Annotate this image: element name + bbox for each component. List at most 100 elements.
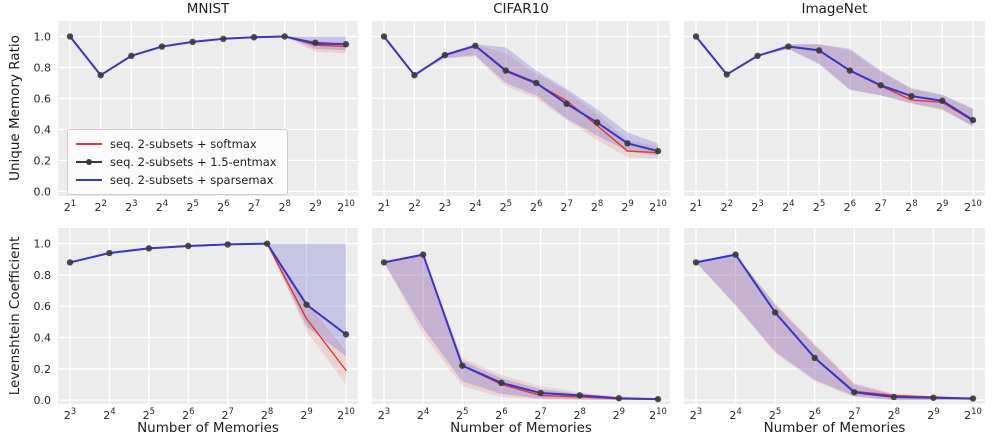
data-point-marker bbox=[459, 362, 466, 369]
data-point-marker bbox=[185, 242, 192, 250]
legend-label: seq. 2-subsets + softmax bbox=[110, 137, 257, 151]
data-point-marker bbox=[250, 34, 258, 41]
data-point-marker bbox=[771, 309, 779, 316]
data-point-marker bbox=[732, 251, 739, 258]
x-tick-label: 22 bbox=[408, 199, 420, 214]
legend-label: seq. 2-subsets + 1.5-entmax bbox=[110, 155, 277, 169]
x-tick-label: 29 bbox=[309, 199, 321, 214]
data-point-marker bbox=[66, 259, 74, 266]
chart-canvas: 21 22 23 24 25 26 27 28 29 210 bbox=[684, 21, 985, 214]
x-tick-label: 29 bbox=[621, 199, 633, 214]
x-tick-label: 23 bbox=[439, 199, 451, 214]
data-point-marker bbox=[303, 301, 310, 308]
x-tick-label: 22 bbox=[721, 199, 733, 214]
subplot-cifar10-unique-memory-ratio: 21 22 23 24 25 26 27 28 29 210 bbox=[372, 21, 670, 214]
uncertainty-band-softmax bbox=[696, 254, 973, 401]
y-tick-label: 0.6 bbox=[34, 300, 52, 313]
x-axis-label-mnist: Number of Memories bbox=[137, 420, 279, 436]
x-tick-label: 21 bbox=[64, 199, 76, 214]
sparsemax-line-swatch-icon bbox=[76, 179, 102, 181]
plot-title-imagenet: ImageNet bbox=[801, 1, 868, 17]
x-axis-label-imagenet: Number of Memories bbox=[763, 420, 906, 436]
data-point-marker bbox=[106, 249, 113, 257]
x-tick-label: 25 bbox=[813, 199, 825, 214]
marker-dot-icon bbox=[86, 159, 92, 165]
data-point-marker bbox=[281, 33, 288, 40]
y-tick-label: 1.0 bbox=[34, 30, 52, 43]
y-tick-label: 0.8 bbox=[34, 61, 52, 74]
y-tick-label: 0.0 bbox=[34, 185, 52, 198]
uncertainty-band-sparsemax bbox=[384, 36, 658, 156]
data-point-marker bbox=[472, 42, 479, 49]
series-line bbox=[69, 35, 347, 77]
data-point-marker bbox=[654, 395, 662, 403]
data-point-marker bbox=[785, 43, 792, 50]
data-point-marker bbox=[754, 52, 761, 60]
data-point-marker bbox=[380, 259, 388, 266]
data-point-marker bbox=[969, 395, 977, 402]
chart-canvas: 23 24 25 26 27 28 29 210 bbox=[372, 228, 670, 422]
data-point-marker bbox=[158, 43, 166, 50]
plot-title-cifar10: CIFAR10 bbox=[493, 1, 549, 17]
uncertainty-band-softmax bbox=[384, 254, 658, 401]
data-point-marker bbox=[846, 67, 854, 74]
subplot-mnist-levenshtein-coefficient: 23 24 25 26 27 28 29 210 0.0 0.2 0.4 0.6 0.8 1.0 bbox=[34, 228, 358, 422]
data-point-marker bbox=[263, 240, 271, 247]
data-point-marker bbox=[930, 394, 937, 401]
data-point-marker bbox=[342, 41, 350, 48]
data-point-marker bbox=[692, 259, 700, 266]
data-point-marker bbox=[563, 100, 570, 108]
y-tick-label: 0.8 bbox=[34, 269, 52, 282]
x-tick-label: 23 bbox=[125, 199, 137, 214]
series-line bbox=[695, 35, 974, 122]
x-tick-label: 24 bbox=[469, 199, 481, 214]
legend-entry-entmax: seq. 2-subsets + 1.5-entmax bbox=[76, 153, 277, 171]
y-tick-label: 0.2 bbox=[34, 363, 52, 376]
uncertainty-band-sparsemax bbox=[696, 36, 973, 127]
y-tick-label: 0.4 bbox=[34, 332, 52, 345]
data-point-marker bbox=[811, 354, 818, 362]
x-tick-label: 28 bbox=[591, 199, 603, 214]
data-point-marker bbox=[145, 245, 153, 252]
plot-background bbox=[372, 21, 670, 196]
x-tick-label: 26 bbox=[530, 199, 542, 214]
data-point-marker bbox=[939, 97, 946, 104]
series-line bbox=[695, 253, 974, 400]
data-point-marker bbox=[380, 33, 388, 40]
y-tick-label: 0.2 bbox=[34, 154, 52, 167]
plot-title-mnist: MNIST bbox=[186, 1, 230, 17]
x-tick-label: 26 bbox=[844, 199, 856, 214]
series-line bbox=[69, 242, 347, 336]
data-point-marker bbox=[654, 147, 662, 155]
plot-background bbox=[684, 21, 985, 196]
x-tick-label: 21 bbox=[378, 199, 390, 214]
x-tick-label: 25 bbox=[186, 199, 198, 214]
subplot-cifar10-levenshtein-coefficient: 23 24 25 26 27 28 29 210 bbox=[372, 228, 670, 422]
data-point-marker bbox=[877, 82, 884, 89]
data-point-marker bbox=[342, 331, 350, 338]
data-point-marker bbox=[97, 72, 104, 79]
legend: seq. 2-subsets + softmax seq. 2-subsets … bbox=[67, 129, 288, 195]
data-point-marker bbox=[624, 140, 631, 147]
y-tick-label: 1.0 bbox=[34, 238, 52, 251]
data-point-marker bbox=[502, 67, 509, 74]
y-axis-label-levenshtein-coefficient: Levenshtein Coefficient bbox=[7, 236, 23, 396]
entmax-line-marker-swatch-icon bbox=[76, 159, 102, 165]
data-point-marker bbox=[411, 72, 418, 79]
data-point-marker bbox=[224, 241, 231, 248]
x-tick-label: 28 bbox=[278, 199, 290, 214]
data-point-marker bbox=[615, 395, 623, 402]
data-point-marker bbox=[312, 39, 319, 46]
legend-entry-sparsemax: seq. 2-subsets + sparsemax bbox=[76, 171, 277, 189]
x-tick-label: 23 bbox=[751, 199, 763, 214]
subplot-imagenet-unique-memory-ratio: 21 22 23 24 25 26 27 28 29 210 bbox=[684, 21, 985, 214]
data-point-marker bbox=[537, 389, 544, 397]
subplot-imagenet-levenshtein-coefficient: 23 24 25 26 27 28 29 210 bbox=[684, 228, 985, 422]
x-tick-label: 22 bbox=[94, 199, 106, 214]
uncertainty-band-softmax bbox=[384, 36, 658, 159]
x-tick-label: 24 bbox=[156, 199, 168, 214]
data-point-marker bbox=[815, 47, 823, 54]
series-line bbox=[383, 253, 659, 401]
x-tick-label: 21 bbox=[690, 199, 702, 214]
